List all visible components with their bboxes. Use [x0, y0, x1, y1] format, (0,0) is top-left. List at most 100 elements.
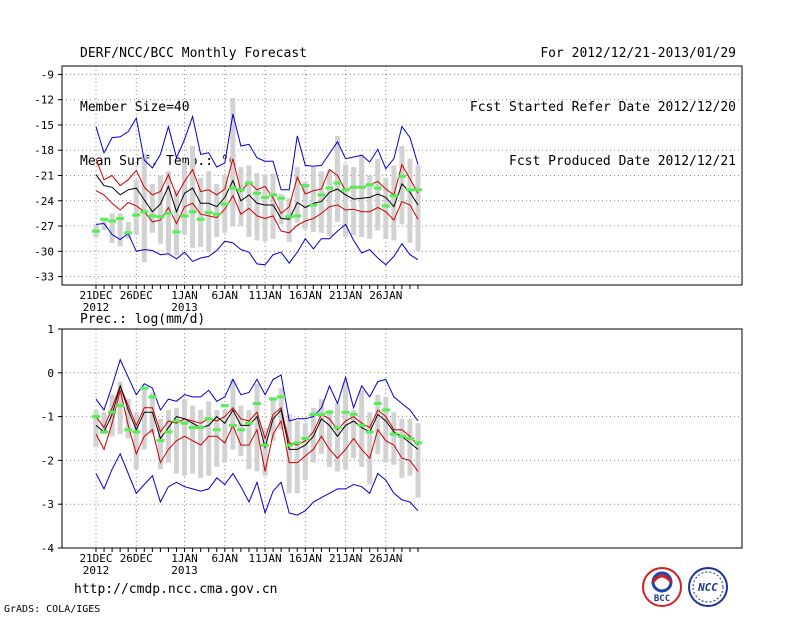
y-tick-label: -18 [34, 144, 54, 157]
x-tick-label: 21JAN [329, 552, 362, 565]
spread-box [230, 98, 236, 227]
ensemble-mean-line [95, 174, 419, 220]
observation-mark [156, 439, 165, 443]
observation-mark [124, 231, 133, 235]
observation-mark [293, 441, 302, 445]
y-tick-label: -9 [41, 68, 54, 81]
y-tick-label: -15 [34, 119, 54, 132]
spread-box [310, 167, 316, 232]
observation-mark [92, 229, 100, 233]
spread-box [214, 410, 220, 467]
observation-mark [389, 432, 398, 436]
spread-box [254, 383, 260, 472]
spread-box [270, 173, 276, 239]
variable-label: Mean Surf. Temp.: °C [80, 154, 237, 169]
observation-mark [397, 434, 406, 438]
observation-mark [405, 188, 414, 192]
y-tick-label: 0 [47, 367, 54, 380]
started-refer-date: Fcst Started Refer Date 2012/12/20 [469, 100, 736, 115]
x-tick-year: 2013 [171, 564, 198, 577]
observation-mark [341, 410, 350, 414]
observation-mark [100, 430, 109, 434]
spread-box [117, 213, 123, 247]
spread-box [141, 153, 147, 263]
spread-box [101, 412, 107, 435]
observation-mark [132, 213, 141, 217]
observation-mark [108, 219, 117, 223]
observation-mark [236, 428, 245, 432]
spread-box [165, 410, 171, 463]
x-tick-label: 26JAN [369, 289, 402, 302]
ensemble-min-line [95, 222, 419, 266]
observation-mark [108, 410, 117, 414]
spread-box [190, 405, 196, 474]
observation-mark [124, 428, 133, 432]
spread-box [141, 388, 147, 450]
spread-box [254, 172, 260, 241]
spread-box [230, 379, 236, 450]
observation-mark [317, 412, 326, 416]
observation-mark [212, 212, 221, 216]
spread-box [222, 410, 228, 463]
spread-box [93, 410, 99, 448]
observation-mark [405, 437, 414, 440]
x-tick-label: 6JAN [212, 289, 239, 302]
spread-box [198, 410, 204, 478]
observation-mark [164, 211, 173, 215]
observation-mark [116, 404, 125, 408]
observation-mark [156, 215, 165, 219]
y-tick-label: -1 [41, 411, 54, 424]
spread-box [415, 423, 421, 498]
y-tick-label: -30 [34, 245, 54, 258]
observation-mark [414, 441, 422, 445]
observation-mark [277, 395, 286, 399]
chart-title: DERF/NCC/BCC Monthly Forecast [80, 46, 307, 61]
observation-mark [261, 443, 270, 447]
observation-mark [309, 412, 318, 416]
ncc-logo: NCC [688, 567, 728, 607]
spread-box [294, 420, 300, 494]
spread-box [157, 418, 163, 470]
spread-box [286, 414, 292, 494]
spread-box [182, 399, 188, 476]
observation-mark [261, 195, 270, 199]
x-tick-label: 11JAN [248, 289, 281, 302]
observation-mark [188, 210, 197, 214]
website-url[interactable]: http://cmdp.ncc.cma.gov.cn [74, 582, 278, 597]
spread-box [262, 175, 268, 242]
observation-mark [365, 183, 374, 187]
bcc-logo: BCC [642, 567, 682, 607]
spread-box [286, 198, 292, 243]
spread-box [359, 154, 365, 237]
observation-mark [333, 426, 342, 430]
spread-box [375, 394, 381, 454]
spread-box [133, 179, 139, 235]
spread-box [190, 146, 196, 248]
x-tick-label: 1JAN [171, 289, 198, 302]
observation-mark [228, 186, 237, 190]
y-tick-label: -4 [41, 542, 55, 555]
spread-box [383, 178, 389, 239]
x-tick-year: 2012 [83, 564, 110, 577]
spread-box [399, 418, 405, 478]
spread-box [109, 213, 115, 243]
spread-box [125, 221, 131, 239]
observation-mark [397, 174, 406, 178]
observation-mark [172, 419, 181, 423]
precip-panel-title: Prec.: log(mm/d) [80, 312, 205, 327]
observation-mark [100, 217, 109, 221]
spread-box [198, 178, 204, 248]
observation-mark [92, 415, 100, 419]
observation-mark [180, 214, 189, 218]
observation-mark [188, 426, 197, 430]
minus-std-line [95, 190, 419, 234]
observation-mark [228, 423, 237, 427]
x-tick-label: 11JAN [248, 552, 281, 565]
observation-mark [269, 193, 278, 197]
y-tick-label: -33 [34, 271, 54, 284]
minus-std-line [95, 390, 419, 472]
observation-mark [116, 216, 125, 220]
observation-mark [349, 412, 358, 416]
spread-box [182, 162, 188, 235]
observation-mark [140, 386, 149, 390]
